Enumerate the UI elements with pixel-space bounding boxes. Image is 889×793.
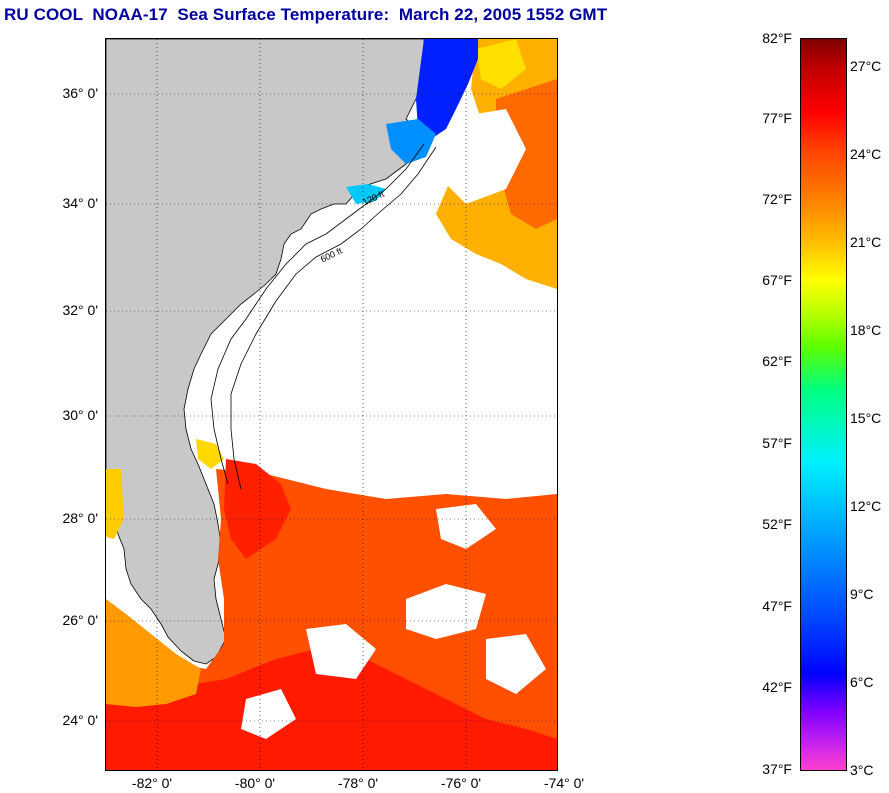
contour-120ft	[210, 143, 425, 485]
colorbar-f-42: 42°F	[762, 679, 792, 695]
lat-label-24: 24° 0'	[62, 712, 98, 728]
colorbar-f-52: 52°F	[762, 516, 792, 532]
yellow-shelf-ne	[476, 39, 526, 89]
colorbar-f-37: 37°F	[762, 761, 792, 777]
colorbar-c-9: 9°C	[850, 586, 874, 602]
cool-water-raleigh	[346, 184, 386, 204]
cloud-patch-5	[436, 504, 496, 549]
warm-water-gulf	[106, 599, 201, 707]
lat-label-36: 36° 0'	[62, 85, 98, 101]
yellow-water-florida	[196, 439, 224, 469]
cloud-patch-1	[406, 584, 486, 639]
hot-water-south	[106, 649, 557, 770]
lat-label-28: 28° 0'	[62, 510, 98, 526]
colorbar-c-12: 12°C	[850, 498, 882, 514]
colorbar-c-24: 24°C	[850, 146, 882, 162]
cloud-patch-3	[486, 634, 546, 694]
hot-water-strait	[224, 459, 291, 559]
colorbar-c-3: 3°C	[850, 762, 874, 778]
lat-label-26: 26° 0'	[62, 612, 98, 628]
sst-map	[105, 38, 558, 771]
lon-label-74: -74° 0'	[543, 775, 585, 791]
lon-label-78: -78° 0'	[337, 775, 379, 791]
colorbar-f-77: 77°F	[762, 110, 792, 126]
lat-label-34: 34° 0'	[62, 195, 98, 211]
colorbar-f-72: 72°F	[762, 191, 792, 207]
lon-label-80: -80° 0'	[234, 775, 276, 791]
colorbar-c-18: 18°C	[850, 322, 882, 338]
cool-water-pamlico	[386, 119, 436, 164]
page-title: RU COOL NOAA-17 Sea Surface Temperature:…	[4, 5, 608, 24]
temperature-colorbar	[800, 38, 847, 771]
cloud-ne	[441, 109, 526, 204]
cloud-patch-4	[241, 689, 296, 739]
lon-label-76: -76° 0'	[440, 775, 482, 791]
colorbar-f-57: 57°F	[762, 435, 792, 451]
colorbar-f-62: 62°F	[762, 353, 792, 369]
colorbar-c-15: 15°C	[850, 410, 882, 426]
cloud-patch-2	[306, 624, 376, 679]
lon-label-82: -82° 0'	[131, 775, 173, 791]
yellow-water-gulf-edge	[106, 469, 124, 539]
sst-map-canvas	[106, 39, 557, 770]
lat-label-32: 32° 0'	[62, 302, 98, 318]
colorbar-c-27: 27°C	[850, 58, 882, 74]
gulf-stream-north	[496, 79, 557, 229]
cold-water-hatteras	[416, 39, 478, 139]
colorbar-f-67: 67°F	[762, 272, 792, 288]
lat-label-30: 30° 0'	[62, 407, 98, 423]
contour-600ft	[230, 146, 437, 490]
colorbar-c-6: 6°C	[850, 674, 874, 690]
colorbar-f-47: 47°F	[762, 598, 792, 614]
colorbar-f-82: 82°F	[762, 30, 792, 46]
colorbar-c-21: 21°C	[850, 234, 882, 250]
